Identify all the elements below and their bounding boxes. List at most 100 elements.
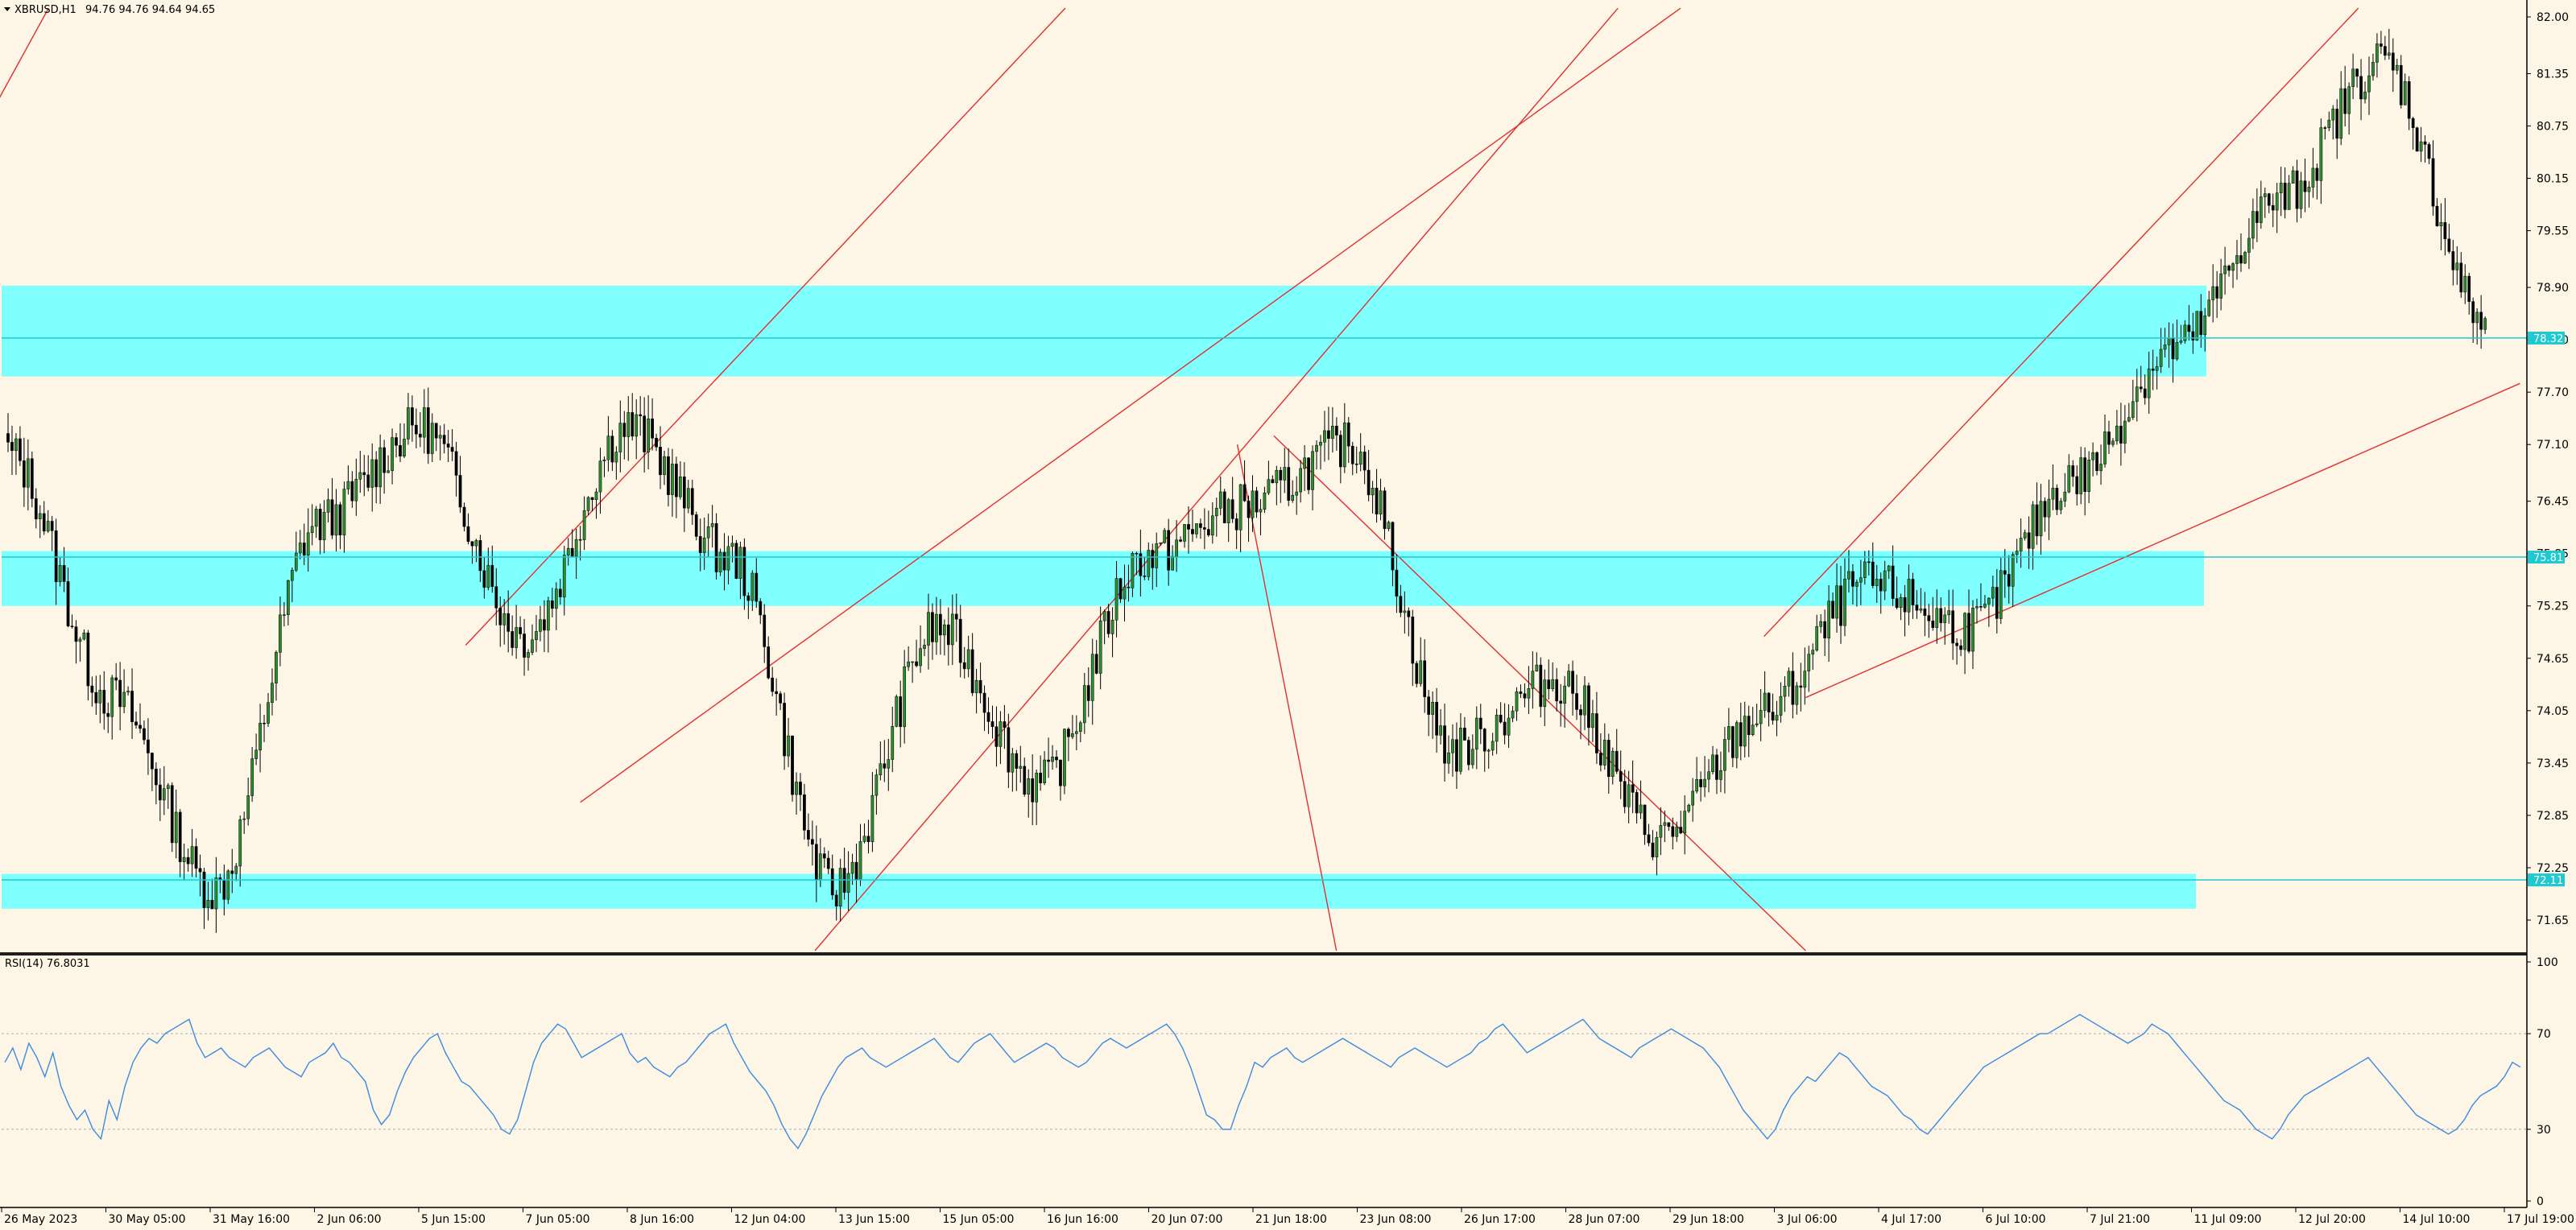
candle[interactable]: [2071, 460, 2075, 487]
candle[interactable]: [830, 854, 834, 900]
candle[interactable]: [2063, 473, 2067, 508]
candle[interactable]: [2091, 442, 2094, 477]
candle[interactable]: [775, 678, 778, 716]
candle[interactable]: [1482, 728, 1486, 772]
candle[interactable]: [935, 596, 938, 655]
candle[interactable]: [2395, 58, 2399, 75]
candle[interactable]: [950, 594, 954, 666]
candle[interactable]: [358, 451, 362, 493]
candle[interactable]: [434, 423, 438, 452]
candle[interactable]: [1238, 484, 1243, 552]
candle[interactable]: [618, 400, 622, 473]
candle[interactable]: [498, 596, 502, 647]
candle[interactable]: [23, 437, 26, 507]
candle[interactable]: [1743, 701, 1747, 757]
candle[interactable]: [354, 458, 358, 516]
trendline[interactable]: [1805, 382, 2520, 699]
candle[interactable]: [1031, 754, 1035, 826]
candle[interactable]: [1383, 487, 1387, 540]
candle[interactable]: [466, 513, 470, 545]
candle[interactable]: [1891, 545, 1895, 606]
candle[interactable]: [2047, 479, 2051, 540]
candle[interactable]: [1579, 704, 1582, 740]
candle[interactable]: [602, 456, 606, 477]
candle[interactable]: [1247, 495, 1251, 542]
candle[interactable]: [1203, 508, 1206, 550]
candle[interactable]: [1739, 702, 1743, 761]
candle[interactable]: [682, 462, 686, 532]
candle[interactable]: [2235, 240, 2239, 280]
candle[interactable]: [310, 504, 314, 546]
candle[interactable]: [2247, 218, 2251, 270]
candle[interactable]: [1599, 733, 1602, 772]
candle[interactable]: [226, 869, 230, 905]
candle[interactable]: [2439, 203, 2443, 250]
candle[interactable]: [1078, 720, 1082, 743]
candle[interactable]: [887, 738, 891, 791]
candle[interactable]: [1075, 715, 1078, 751]
candle[interactable]: [1346, 417, 1350, 464]
candle[interactable]: [2259, 180, 2263, 229]
candle[interactable]: [834, 889, 838, 921]
candle[interactable]: [631, 393, 635, 441]
candle[interactable]: [1495, 708, 1499, 754]
candle[interactable]: [1259, 498, 1263, 535]
candle[interactable]: [478, 535, 482, 582]
candle[interactable]: [1843, 558, 1846, 637]
candle[interactable]: [1082, 673, 1086, 734]
candle[interactable]: [1371, 481, 1375, 514]
candle[interactable]: [1683, 795, 1687, 855]
candle[interactable]: [2335, 99, 2339, 159]
candle[interactable]: [1319, 435, 1322, 470]
candle[interactable]: [675, 456, 678, 518]
candle[interactable]: [1358, 433, 1362, 472]
candle[interactable]: [1354, 446, 1358, 474]
candle[interactable]: [1907, 564, 1911, 625]
candle[interactable]: [2203, 308, 2207, 352]
candle[interactable]: [694, 511, 698, 541]
candle[interactable]: [1819, 613, 1823, 634]
candle[interactable]: [1303, 445, 1306, 491]
candle[interactable]: [494, 568, 498, 625]
candle[interactable]: [2279, 167, 2283, 217]
candle[interactable]: [1595, 691, 1598, 764]
candle[interactable]: [458, 456, 462, 514]
candle[interactable]: [1555, 667, 1559, 712]
candle[interactable]: [263, 714, 266, 742]
candle[interactable]: [2183, 320, 2187, 344]
candle[interactable]: [714, 513, 718, 580]
candle[interactable]: [1287, 448, 1291, 506]
candle[interactable]: [1139, 529, 1143, 596]
price-tag[interactable]: [2528, 551, 2565, 564]
candle[interactable]: [755, 558, 759, 609]
candle[interactable]: [1251, 475, 1255, 532]
candle[interactable]: [370, 443, 374, 512]
candle[interactable]: [1486, 749, 1491, 770]
candle[interactable]: [822, 847, 826, 869]
candle[interactable]: [1643, 804, 1647, 845]
candle[interactable]: [2219, 258, 2222, 311]
candle[interactable]: [667, 448, 670, 507]
candle[interactable]: [2263, 187, 2267, 218]
candle[interactable]: [1155, 532, 1159, 588]
candle[interactable]: [1811, 643, 1815, 671]
candle[interactable]: [446, 430, 450, 463]
candle[interactable]: [502, 599, 507, 645]
candle[interactable]: [1407, 607, 1411, 637]
candle[interactable]: [1631, 760, 1635, 814]
candle[interactable]: [162, 766, 166, 815]
support-resistance-zone[interactable]: [2, 285, 2206, 377]
candle[interactable]: [271, 668, 274, 716]
candle[interactable]: [2083, 447, 2087, 516]
candle[interactable]: [382, 440, 386, 494]
candle[interactable]: [1051, 745, 1054, 770]
candle[interactable]: [1206, 510, 1210, 537]
candle[interactable]: [558, 578, 562, 605]
candle[interactable]: [1771, 693, 1775, 725]
trendline[interactable]: [814, 7, 1619, 951]
candle[interactable]: [527, 649, 530, 671]
candle[interactable]: [430, 413, 434, 463]
candle[interactable]: [151, 752, 154, 791]
candle[interactable]: [482, 556, 486, 599]
candle[interactable]: [554, 582, 558, 630]
